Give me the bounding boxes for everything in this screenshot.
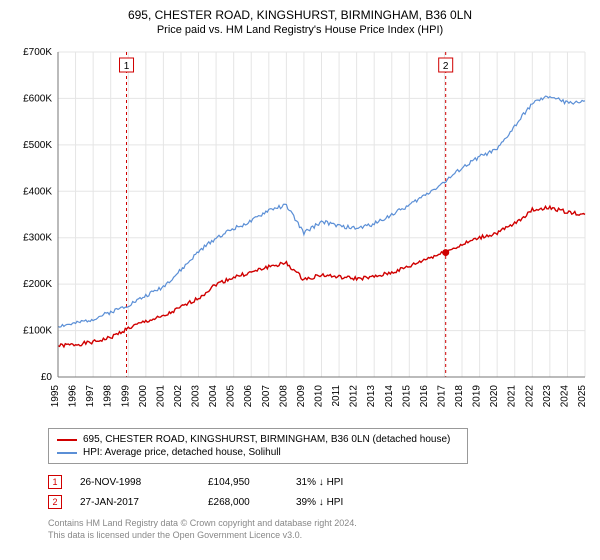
svg-text:2009: 2009 — [296, 385, 307, 408]
svg-text:1995: 1995 — [50, 385, 61, 408]
svg-text:£400K: £400K — [23, 186, 52, 197]
svg-text:2016: 2016 — [419, 385, 430, 408]
svg-text:1996: 1996 — [68, 385, 79, 408]
legend-swatch — [57, 452, 77, 454]
svg-text:2019: 2019 — [472, 385, 483, 408]
svg-text:2005: 2005 — [226, 385, 237, 408]
chart-area: £0 £100K £200K £300K £400K £500K £600K £700K 199… — [10, 42, 590, 422]
legend-label: 695, CHESTER ROAD, KINGSHURST, BIRMINGHA… — [83, 434, 450, 445]
event-marker-icon: 2 — [48, 495, 62, 509]
attribution-line: This data is licensed under the Open Gov… — [48, 530, 590, 542]
svg-text:1997: 1997 — [85, 385, 96, 408]
svg-text:2006: 2006 — [243, 385, 254, 408]
svg-text:2022: 2022 — [524, 385, 535, 408]
event-date: 27-JAN-2017 — [80, 497, 190, 508]
svg-text:£0: £0 — [41, 372, 53, 383]
chart-svg: £0 £100K £200K £300K £400K £500K £600K £700K 199… — [10, 42, 590, 422]
svg-text:1: 1 — [124, 61, 130, 72]
legend-label: HPI: Average price, detached house, Soli… — [83, 447, 281, 458]
legend-row: 695, CHESTER ROAD, KINGSHURST, BIRMINGHA… — [57, 433, 459, 446]
svg-text:2014: 2014 — [384, 385, 395, 408]
svg-text:2015: 2015 — [401, 385, 412, 408]
svg-text:2020: 2020 — [489, 385, 500, 408]
svg-text:2002: 2002 — [173, 385, 184, 408]
legend-row: HPI: Average price, detached house, Soli… — [57, 446, 459, 459]
svg-text:£200K: £200K — [23, 279, 52, 290]
svg-text:2011: 2011 — [331, 385, 342, 407]
event-price: £104,950 — [208, 477, 278, 488]
svg-text:2001: 2001 — [155, 385, 166, 408]
svg-text:2003: 2003 — [191, 385, 202, 408]
svg-text:£700K: £700K — [23, 47, 52, 58]
legend-swatch — [57, 439, 77, 441]
event-date: 26-NOV-1998 — [80, 477, 190, 488]
attribution: Contains HM Land Registry data © Crown c… — [48, 518, 590, 541]
svg-text:2013: 2013 — [366, 385, 377, 408]
svg-text:2: 2 — [443, 61, 449, 72]
svg-text:2021: 2021 — [507, 385, 518, 408]
legend: 695, CHESTER ROAD, KINGSHURST, BIRMINGHA… — [48, 428, 468, 464]
svg-text:1999: 1999 — [120, 385, 131, 408]
event-row: 2 27-JAN-2017 £268,000 39% ↓ HPI — [48, 492, 590, 512]
event-price: £268,000 — [208, 497, 278, 508]
svg-text:2023: 2023 — [542, 385, 553, 408]
svg-text:2008: 2008 — [278, 385, 289, 408]
event-row: 1 26-NOV-1998 £104,950 31% ↓ HPI — [48, 472, 590, 492]
event-marker-icon: 1 — [48, 475, 62, 489]
svg-text:£300K: £300K — [23, 233, 52, 244]
svg-text:2025: 2025 — [577, 385, 588, 408]
event-diff: 39% ↓ HPI — [296, 497, 386, 508]
svg-text:2024: 2024 — [559, 385, 570, 408]
chart-subtitle: Price paid vs. HM Land Registry's House … — [10, 24, 590, 36]
svg-text:2010: 2010 — [314, 385, 325, 408]
event-table: 1 26-NOV-1998 £104,950 31% ↓ HPI 2 27-JA… — [48, 472, 590, 512]
svg-text:£100K: £100K — [23, 326, 52, 337]
svg-text:2000: 2000 — [138, 385, 149, 408]
event-diff: 31% ↓ HPI — [296, 477, 386, 488]
svg-text:2018: 2018 — [454, 385, 465, 408]
attribution-line: Contains HM Land Registry data © Crown c… — [48, 518, 590, 530]
svg-text:2012: 2012 — [349, 385, 360, 408]
chart-title: 695, CHESTER ROAD, KINGSHURST, BIRMINGHA… — [10, 8, 590, 22]
svg-text:1998: 1998 — [103, 385, 114, 408]
svg-text:2004: 2004 — [208, 385, 219, 408]
svg-text:£600K: £600K — [23, 93, 52, 104]
svg-text:£500K: £500K — [23, 140, 52, 151]
svg-text:2017: 2017 — [436, 385, 447, 408]
svg-text:2007: 2007 — [261, 385, 272, 408]
